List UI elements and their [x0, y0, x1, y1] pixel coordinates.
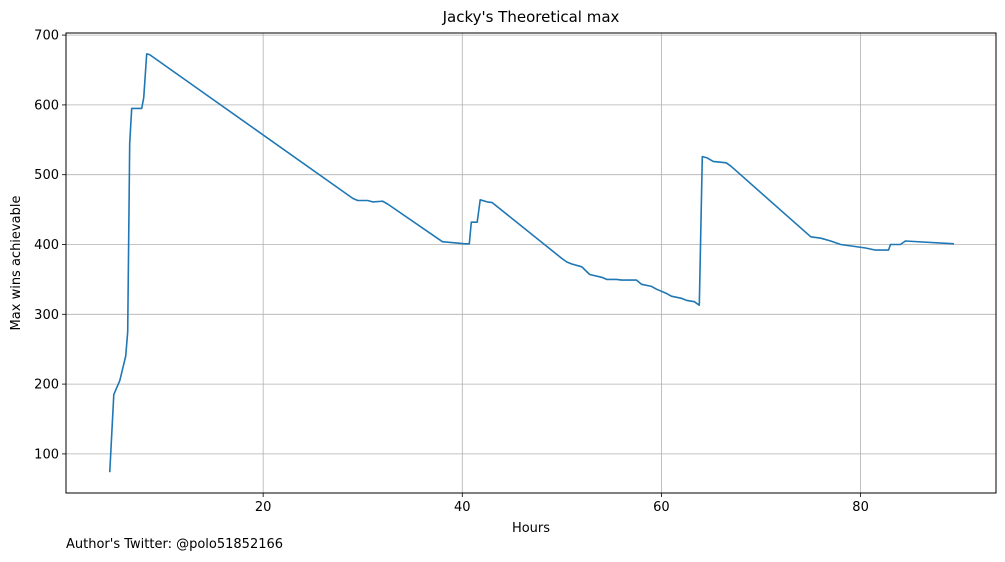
grid: [66, 33, 996, 493]
y-tick-label: 300: [34, 308, 59, 323]
x-tick-label: 40: [454, 500, 471, 515]
y-axis-label: Max wins achievable: [9, 196, 24, 331]
y-tick-label: 700: [34, 29, 59, 44]
y-tick-label: 400: [34, 238, 59, 253]
series-layer: [108, 53, 955, 473]
x-axis-label: Hours: [512, 521, 550, 536]
plot-frame: [65, 32, 997, 494]
y-tick-label: 200: [34, 378, 59, 393]
y-tick-label: 100: [34, 447, 59, 462]
author-credit: Author's Twitter: @polo51852166: [66, 537, 284, 552]
y-tick-label: 600: [34, 98, 59, 113]
x-tick-label: 20: [255, 500, 272, 515]
x-tick-label: 60: [653, 500, 670, 515]
series-line: [108, 53, 955, 473]
chart-title: Jacky's Theoretical max: [442, 8, 620, 26]
x-tick-label: 80: [852, 500, 869, 515]
axis-ticks: 20 40 60 80 100 200 300 400 500 600 700: [34, 29, 869, 515]
y-tick-label: 500: [34, 168, 59, 183]
